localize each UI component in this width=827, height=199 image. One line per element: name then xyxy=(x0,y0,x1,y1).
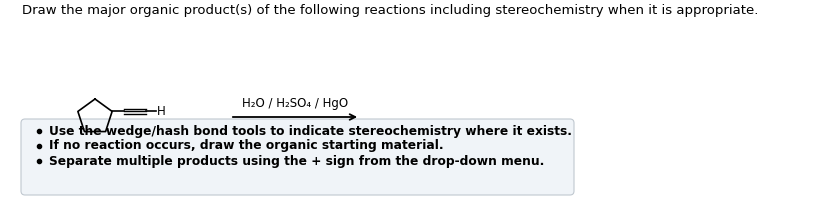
Text: Draw the major organic product(s) of the following reactions including stereoche: Draw the major organic product(s) of the… xyxy=(22,4,758,17)
FancyBboxPatch shape xyxy=(21,119,574,195)
Text: Separate multiple products using the + sign from the drop-down menu.: Separate multiple products using the + s… xyxy=(49,154,544,168)
Text: H₂O / H₂SO₄ / HgO: H₂O / H₂SO₄ / HgO xyxy=(242,97,348,110)
Text: H: H xyxy=(157,105,166,118)
Text: If no reaction occurs, draw the organic starting material.: If no reaction occurs, draw the organic … xyxy=(49,139,443,152)
Text: Use the wedge/hash bond tools to indicate stereochemistry where it exists.: Use the wedge/hash bond tools to indicat… xyxy=(49,125,572,138)
